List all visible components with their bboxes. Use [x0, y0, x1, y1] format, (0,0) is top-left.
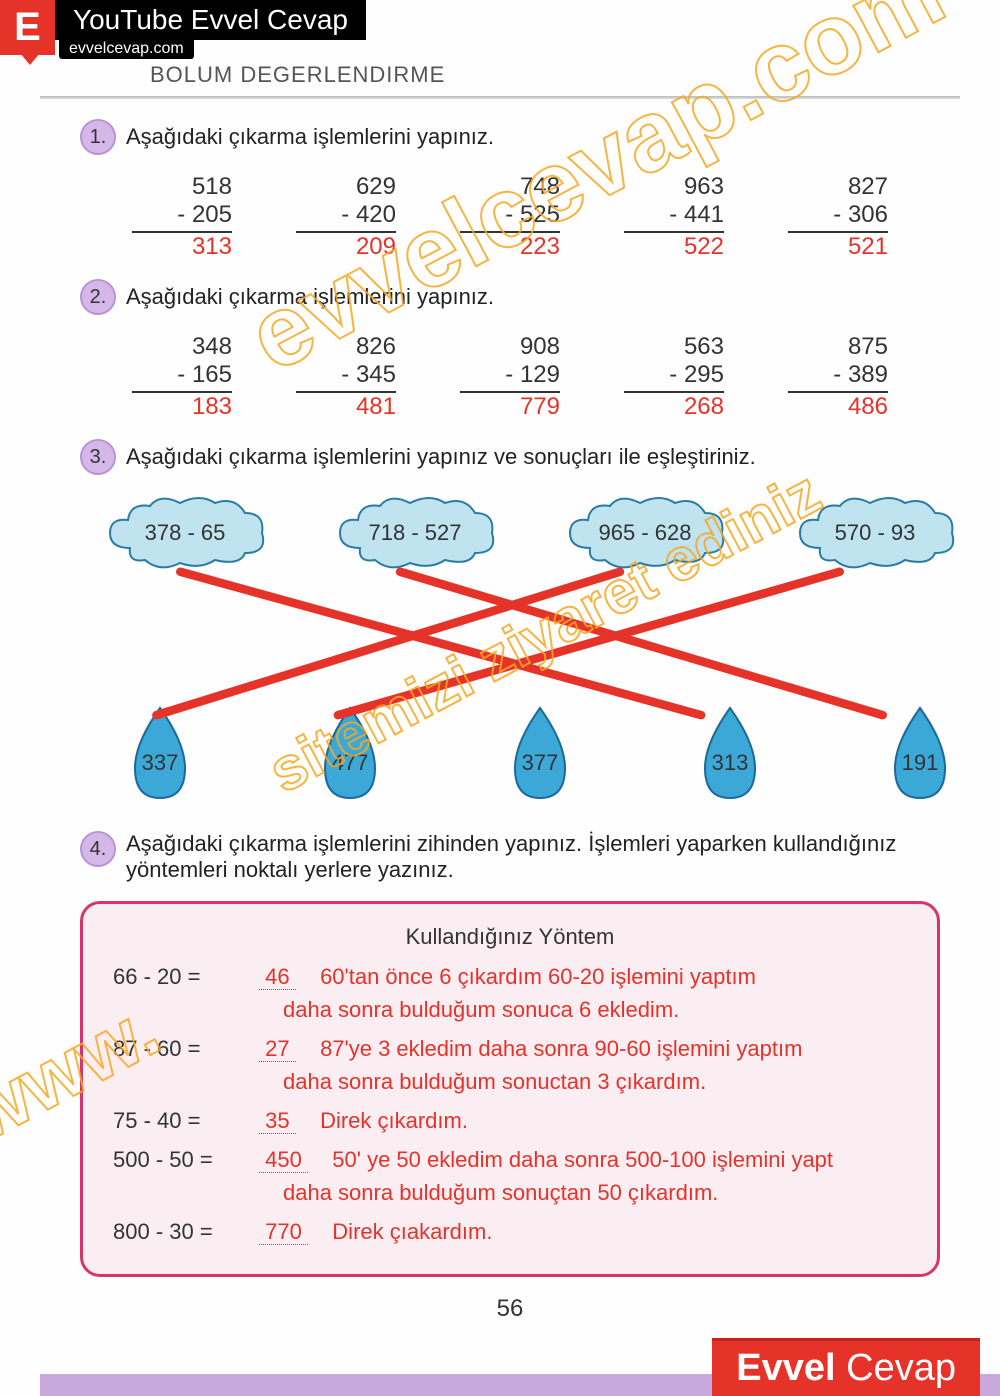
method: Direk çıkardım.: [320, 1108, 468, 1133]
subtraction-column: 963441522: [624, 173, 724, 261]
answer: 770: [259, 1219, 308, 1245]
method-cont: daha sonra bulduğum sonuca 6 ekledim.: [283, 993, 907, 1026]
subtrahend: 306: [788, 201, 888, 233]
equation: 87 - 60 =: [113, 1032, 253, 1065]
minuend: 518: [132, 173, 232, 201]
result: 268: [624, 393, 724, 421]
q4-number: 4.: [80, 831, 116, 867]
footer-sub: Cevap: [846, 1347, 956, 1389]
subtrahend: 129: [460, 361, 560, 393]
subtraction-column: 518205313: [132, 173, 232, 261]
subtrahend: 295: [624, 361, 724, 393]
result: 521: [788, 233, 888, 261]
subtrahend: 345: [296, 361, 396, 393]
answer: 27: [259, 1036, 295, 1062]
answer: 450: [259, 1147, 308, 1173]
minuend: 908: [460, 333, 560, 361]
equation: 66 - 20 =: [113, 960, 253, 993]
content: 1. Aşağıdaki çıkarma işlemlerini yapınız…: [0, 99, 1000, 1323]
minuend: 826: [296, 333, 396, 361]
question-2: 2. Aşağıdaki çıkarma işlemlerini yapınız…: [80, 279, 940, 421]
q2-text: Aşağıdaki çıkarma işlemlerini yapınız.: [126, 284, 494, 310]
minuend: 748: [460, 173, 560, 201]
q4-box: Kullandığınız Yöntem 66 - 20 = 46 60'tan…: [80, 901, 940, 1277]
method-cont: daha sonra bulduğum sonuçtan 50 çıkardım…: [283, 1176, 907, 1209]
subtrahend: 165: [132, 361, 232, 393]
question-4: 4. Aşağıdaki çıkarma işlemlerini zihinde…: [80, 831, 940, 1277]
method: 87'ye 3 ekledim daha sonra 90-60 işlemin…: [320, 1036, 802, 1061]
answer: 35: [259, 1108, 295, 1134]
q3-number: 3.: [80, 439, 116, 475]
minuend: 629: [296, 173, 396, 201]
subtrahend: 441: [624, 201, 724, 233]
result: 313: [132, 233, 232, 261]
q3-text: Aşağıdaki çıkarma işlemlerini yapınız ve…: [126, 444, 756, 470]
section-title: BOLUM DEGERLENDIRME: [150, 62, 1000, 88]
site-url: evvelcevap.com: [59, 38, 194, 59]
subtraction-column: 908129779: [460, 333, 560, 421]
youtube-title: YouTube Evvel Cevap: [55, 0, 366, 40]
subtraction-column: 563295268: [624, 333, 724, 421]
equation: 75 - 40 =: [113, 1104, 253, 1137]
match-line: [338, 572, 840, 715]
method: Direk çıakardım.: [332, 1219, 492, 1244]
result: 481: [296, 393, 396, 421]
subtraction-column: 348165183: [132, 333, 232, 421]
result: 183: [132, 393, 232, 421]
top-banner: E YouTube Evvel Cevap evvelcevap.com: [0, 0, 1000, 58]
method: 60'tan önce 6 çıkardım 60-20 işlemini ya…: [320, 964, 756, 989]
match-line: [400, 572, 883, 715]
minuend: 963: [624, 173, 724, 201]
brand-e-logo: E: [0, 0, 55, 55]
q4-row: 75 - 40 = 35 Direk çıkardım.: [113, 1104, 907, 1137]
footer-brand: Evvel: [736, 1347, 835, 1389]
match-lines: [80, 493, 940, 813]
match-line: [180, 572, 701, 715]
result: 223: [460, 233, 560, 261]
subtrahend: 205: [132, 201, 232, 233]
minuend: 563: [624, 333, 724, 361]
q1-subtractions: 5182053136294202097485252239634415228273…: [80, 173, 940, 261]
q4-row: 500 - 50 = 450 50' ye 50 ekledim daha so…: [113, 1143, 907, 1209]
result: 522: [624, 233, 724, 261]
q4-row: 66 - 20 = 46 60'tan önce 6 çıkardım 60-2…: [113, 960, 907, 1026]
question-3: 3. Aşağıdaki çıkarma işlemlerini yapınız…: [80, 439, 940, 813]
q1-number: 1.: [80, 119, 116, 155]
subtrahend: 525: [460, 201, 560, 233]
answer: 46: [259, 964, 295, 990]
method-cont: daha sonra bulduğum sonuctan 3 çıkardım.: [283, 1065, 907, 1098]
subtraction-column: 827306521: [788, 173, 888, 261]
subtraction-column: 875389486: [788, 333, 888, 421]
q2-subtractions: 3481651838263454819081297795632952688753…: [80, 333, 940, 421]
result: 209: [296, 233, 396, 261]
footer-logo: Evvel Cevap: [712, 1338, 980, 1396]
match-line: [156, 572, 619, 715]
q1-text: Aşağıdaki çıkarma işlemlerini yapınız.: [126, 124, 494, 150]
q4-row: 800 - 30 = 770 Direk çıakardım.: [113, 1215, 907, 1248]
method: 50' ye 50 ekledim daha sonra 500-100 işl…: [332, 1147, 833, 1172]
q4-box-title: Kullandığınız Yöntem: [113, 924, 907, 950]
page-number: 56: [80, 1295, 940, 1323]
subtraction-column: 748525223: [460, 173, 560, 261]
minuend: 348: [132, 333, 232, 361]
question-1: 1. Aşağıdaki çıkarma işlemlerini yapınız…: [80, 119, 940, 261]
equation: 800 - 30 =: [113, 1215, 253, 1248]
subtraction-column: 826345481: [296, 333, 396, 421]
q4-text: Aşağıdaki çıkarma işlemlerini zihinden y…: [126, 831, 940, 883]
result: 779: [460, 393, 560, 421]
q2-number: 2.: [80, 279, 116, 315]
matching-area: 378 - 65718 - 527965 - 628570 - 93337477…: [80, 493, 940, 813]
subtraction-column: 629420209: [296, 173, 396, 261]
subtrahend: 389: [788, 361, 888, 393]
result: 486: [788, 393, 888, 421]
minuend: 827: [788, 173, 888, 201]
subtrahend: 420: [296, 201, 396, 233]
equation: 500 - 50 =: [113, 1143, 253, 1176]
q4-row: 87 - 60 = 27 87'ye 3 ekledim daha sonra …: [113, 1032, 907, 1098]
minuend: 875: [788, 333, 888, 361]
